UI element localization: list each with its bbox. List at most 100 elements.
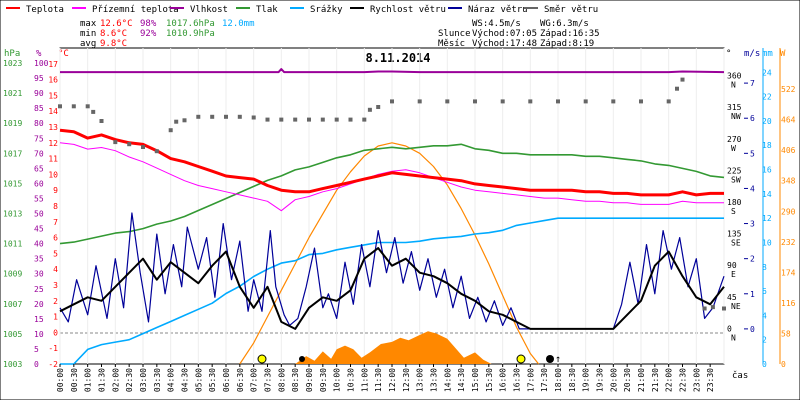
wind-direction-point [666, 99, 671, 104]
tick-label-wm2: 406 [781, 146, 796, 155]
tick-label-hpa: 1017 [3, 149, 22, 158]
tick-label-degc: 2 [53, 297, 58, 306]
tick-label-hpa: 1023 [3, 59, 22, 68]
wind-direction-point [224, 114, 228, 119]
tick-label-mm: 16 [762, 166, 772, 175]
tick-label-mm: 10 [762, 239, 772, 248]
stats-temp-max: 12.6°C [100, 19, 133, 29]
tick-label-hpa: 1013 [3, 210, 22, 219]
tick-label-x: 19:00 [582, 368, 591, 392]
wind-direction-point [174, 119, 179, 124]
tick-label-wm2: 116 [781, 299, 796, 308]
info-wind-gust: WG:6.3m/s [540, 19, 589, 29]
tick-label-pct: 75 [34, 134, 44, 143]
wind-direction-point [320, 117, 325, 122]
tick-label-x: 12:00 [388, 368, 397, 392]
wind-direction-point [583, 99, 588, 104]
tick-label-x: 11:00 [360, 368, 369, 392]
series-line-temperature [59, 128, 724, 197]
tick-label-x: 05:30 [208, 368, 217, 392]
legend-label-wind-speed: Rychlost větru [370, 5, 446, 15]
tick-label-hpa: 1021 [3, 89, 22, 98]
tick-label-mm: 14 [762, 190, 772, 199]
wind-direction-point [307, 117, 311, 122]
tick-label-x: 17:00 [526, 368, 535, 392]
tick-label-x: 08:00 [277, 368, 286, 392]
tick-label-degc: 3 [53, 281, 58, 290]
legend-label-rain: Srážky [310, 5, 343, 15]
x-axis: 00:00 00:30 01:00 01:30 02:00 02:30 03:00 03:30… [56, 364, 715, 392]
chart-title: 8.11.2014 [365, 51, 430, 65]
legend-label-humidity: Vlhkost [190, 5, 228, 15]
wind-direction-point [528, 99, 533, 104]
wind-direction-point [611, 99, 616, 104]
wind-direction-point [113, 140, 118, 145]
tick-label-ms: 6 [750, 114, 755, 123]
tick-label-x: 19:30 [596, 368, 605, 392]
tick-label-dir-deg: 45 [727, 293, 737, 302]
tick-label-mm: 18 [762, 141, 772, 150]
tick-label-x: 02:00 [111, 368, 120, 392]
wind-direction-point [702, 306, 707, 311]
tick-label-x: 07:00 [250, 368, 259, 392]
wind-direction-point [417, 99, 422, 104]
legend-label-temperature: Teplota [26, 5, 64, 15]
wind-direction-point [334, 117, 339, 122]
tick-label-ms: 4 [750, 184, 755, 193]
tick-label-degc: 7 [53, 218, 58, 227]
wind-direction-point [91, 109, 96, 114]
wind-direction-point [251, 115, 256, 120]
axis-unit-dir: ° [726, 49, 731, 59]
wind-direction-point [362, 117, 367, 122]
tick-label-degc: -1 [48, 344, 58, 353]
tick-label-mm: 24 [762, 68, 772, 77]
stats-rain-max: 12.0mm [222, 19, 255, 29]
tick-label-x: 00:00 [56, 368, 65, 392]
tick-label-pct: 95 [34, 74, 44, 83]
tick-label-degc: 11 [48, 155, 58, 164]
tick-label-wm2: 290 [781, 207, 796, 216]
tick-label-x: 17:30 [540, 368, 549, 392]
info-sunrise: Východ:07:05 [472, 29, 537, 39]
wind-direction-point [58, 104, 62, 109]
tick-label-wm2: 58 [781, 330, 791, 339]
wind-direction-point [99, 119, 104, 123]
tick-label-x: 15:00 [471, 368, 480, 392]
tick-label-hpa: 1003 [3, 360, 22, 369]
tick-label-x: 10:00 [333, 368, 342, 392]
tick-label-degc: -2 [48, 360, 58, 369]
tick-label-pct: 100 [34, 59, 49, 68]
tick-label-x: 03:00 [139, 368, 148, 392]
tick-label-x: 20:00 [609, 368, 618, 392]
tick-label-pct: 10 [34, 330, 44, 339]
series-line-humidity [60, 68, 725, 74]
stats-temp-min: 8.6°C [100, 29, 127, 39]
tick-label-x: 21:30 [651, 368, 660, 392]
solar-area [295, 331, 492, 364]
wind-direction-point [237, 114, 242, 119]
tick-label-degc: 8 [53, 202, 58, 211]
tick-label-pct: 35 [34, 255, 44, 264]
tick-label-wm2: 522 [781, 85, 796, 94]
wind-direction-point [210, 114, 215, 119]
tick-label-dir-deg: 135 [727, 230, 742, 239]
tick-label-hpa: 1005 [3, 330, 22, 339]
tick-label-wm2: 174 [781, 268, 796, 277]
wind-direction-point [722, 306, 726, 311]
tick-label-ms: 1 [750, 290, 755, 299]
stats-humidity-max: 98% [140, 19, 157, 29]
tick-label-degc: 13 [48, 123, 58, 132]
tick-label-mm: 20 [762, 117, 772, 126]
tick-label-x: 13:00 [416, 368, 425, 392]
tick-label-pct: 55 [34, 195, 44, 204]
tick-label-x: 01:00 [84, 368, 93, 392]
grid [59, 48, 725, 364]
tick-label-x: 23:00 [692, 368, 701, 392]
tick-label-dir-deg: 0 [727, 324, 732, 333]
tick-label-pct: 65 [34, 164, 44, 173]
tick-label-pct: 70 [34, 149, 44, 158]
tick-label-pct: 80 [34, 119, 44, 128]
stats-temp-avg: 9.8°C [100, 39, 127, 49]
